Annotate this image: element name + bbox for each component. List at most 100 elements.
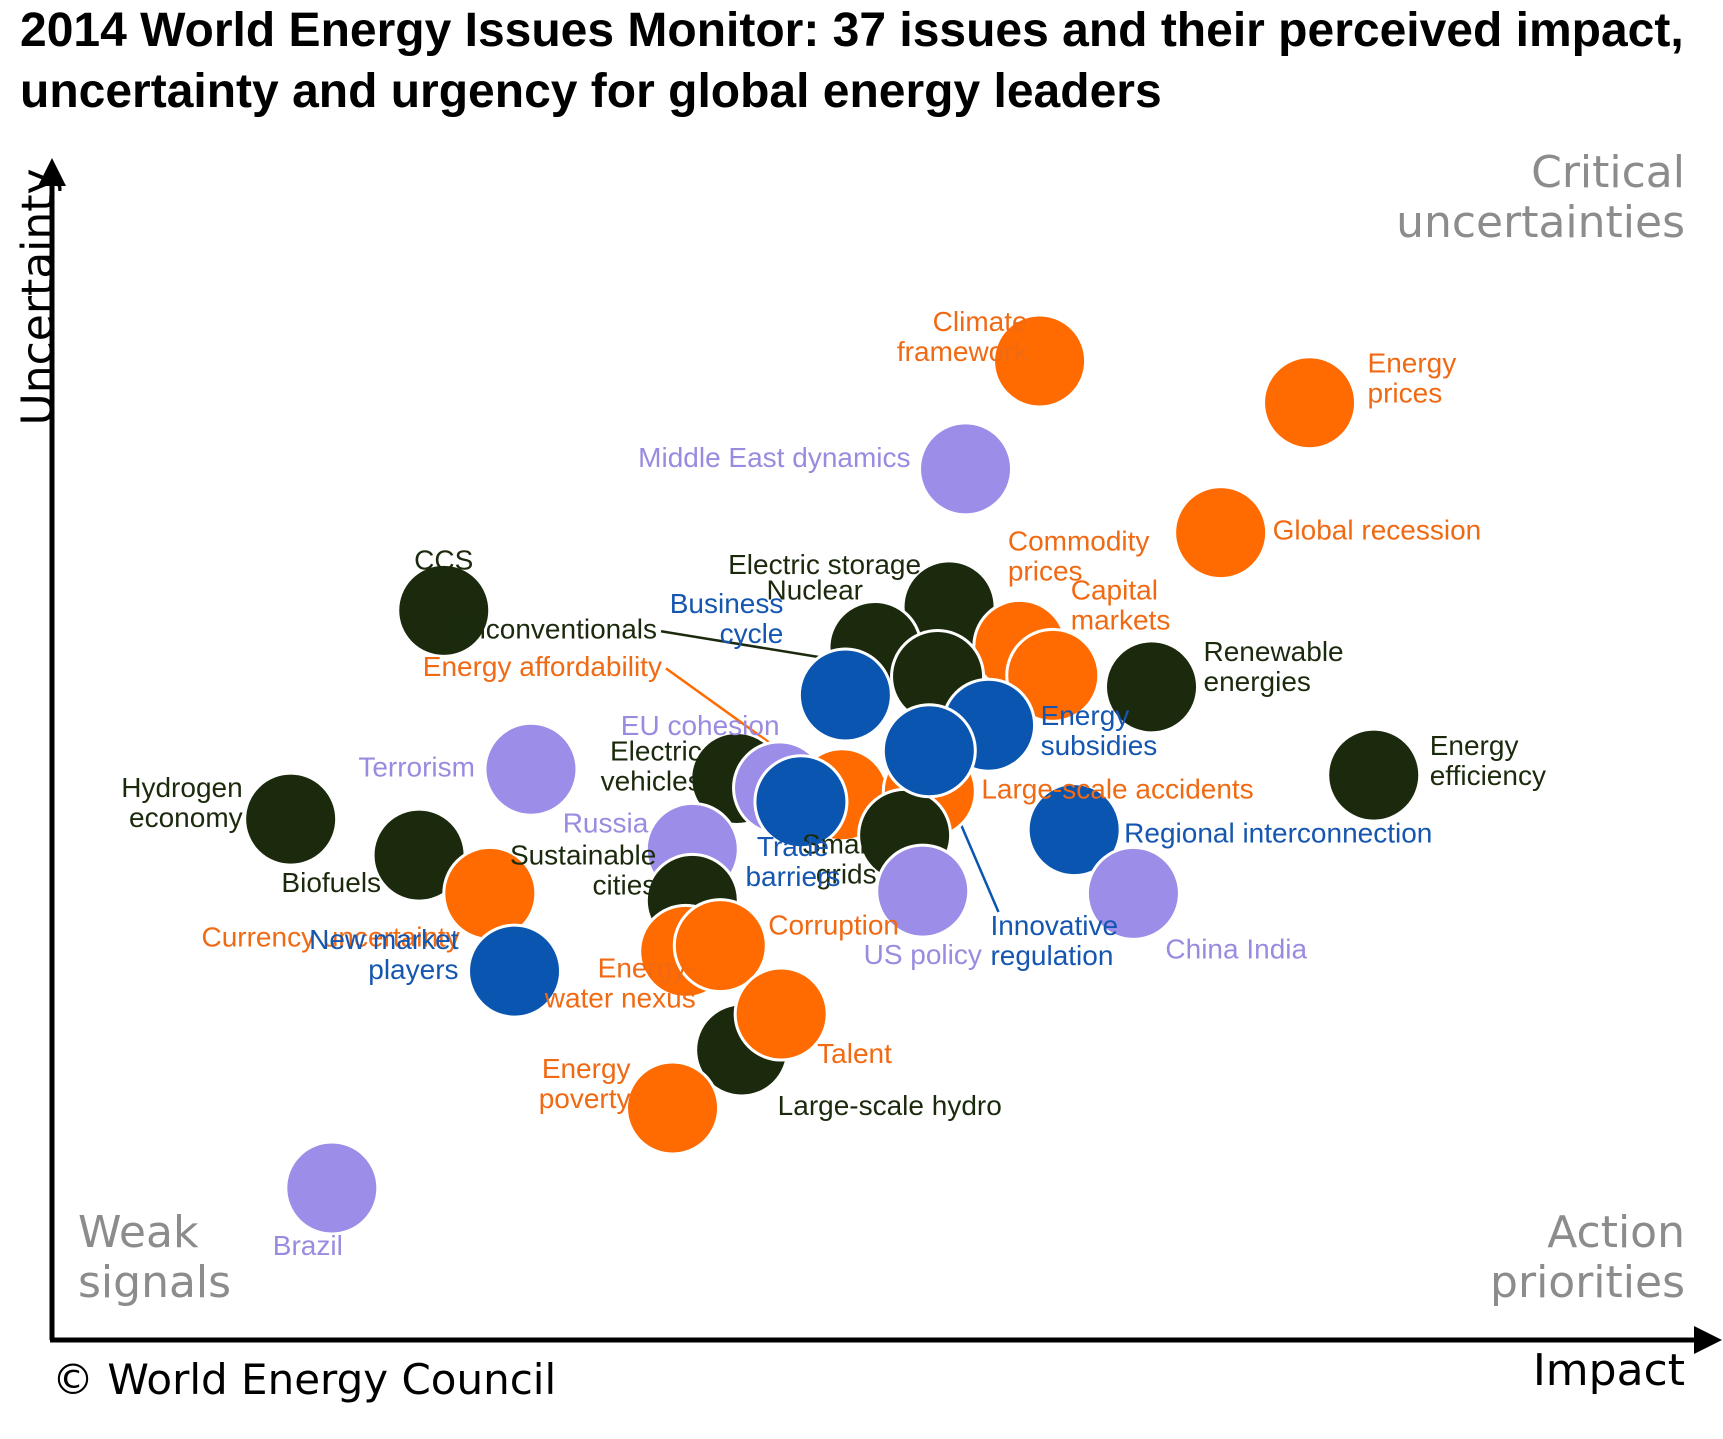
quadrant-label-line: Action bbox=[1547, 1207, 1685, 1258]
label-line: Large-scale accidents bbox=[981, 774, 1253, 805]
chart-title-rest: : 37 issues and their perceived impact, … bbox=[20, 4, 1684, 118]
label-line: Electric bbox=[610, 736, 702, 767]
label-talent: Talent bbox=[817, 1038, 892, 1069]
label-line: cycle bbox=[720, 618, 784, 649]
label-line: Energy- bbox=[598, 953, 696, 984]
bubble-climate-framework bbox=[992, 313, 1088, 409]
label-biofuels: Biofuels bbox=[281, 868, 381, 899]
label-line: Global recession bbox=[1273, 515, 1482, 546]
label-line: CCS bbox=[414, 545, 473, 576]
label-line: Commodity bbox=[1008, 526, 1150, 557]
label-line: Energy bbox=[1041, 701, 1130, 732]
label-large-scale-hydro: Large-scale hydro bbox=[778, 1090, 1002, 1121]
label-global-recession: Global recession bbox=[1273, 515, 1482, 546]
y-axis-arrowhead bbox=[38, 158, 66, 186]
label-line: Energy bbox=[542, 1053, 631, 1084]
bubble-china-india bbox=[1085, 845, 1181, 941]
label-line: Biofuels bbox=[281, 868, 381, 899]
label-line: efficiency bbox=[1430, 760, 1546, 791]
bubble-capital-markets bbox=[1005, 627, 1101, 723]
label-line: markets bbox=[1071, 605, 1171, 636]
quadrant-label-line: Critical bbox=[1531, 147, 1685, 198]
bubble-energy-prices bbox=[1262, 355, 1358, 451]
label-electric-vehicles: Electric vehicles bbox=[601, 736, 702, 797]
label-eu-cohesion: EU cohesion bbox=[621, 710, 780, 741]
label-line: New market bbox=[309, 925, 459, 956]
label-line: Electric storage bbox=[728, 549, 921, 580]
bubble-talent bbox=[733, 966, 829, 1062]
label-line: Energy bbox=[1368, 348, 1457, 379]
label-energy-poverty: Energy poverty bbox=[539, 1053, 631, 1114]
label-smart-grids: Smart grids bbox=[802, 829, 877, 890]
callout-label-innovative-regulation: Innovative regulation bbox=[990, 910, 1118, 971]
label-trade-barriers: Trade barriers bbox=[745, 831, 840, 892]
label-line: Trade bbox=[757, 831, 829, 862]
label-line: poverty bbox=[539, 1083, 631, 1114]
bubble-energy-poverty bbox=[625, 1060, 721, 1156]
label-business-cycle: Business cycle bbox=[670, 588, 784, 649]
label-climate-framework: Climate framework bbox=[897, 306, 1029, 367]
bubble-new-market-players bbox=[467, 923, 563, 1019]
label-us-policy: US policy bbox=[864, 939, 982, 970]
label-line: framework bbox=[897, 336, 1029, 367]
label-line: Renewable bbox=[1204, 636, 1344, 667]
label-line: regulation bbox=[990, 940, 1113, 971]
quadrant-critical-uncertainties: Critical uncertainties bbox=[1350, 148, 1685, 248]
label-line: Talent bbox=[817, 1038, 892, 1069]
label-energy-prices: Energy prices bbox=[1368, 348, 1457, 409]
label-line: prices bbox=[1368, 378, 1443, 409]
label-line: Terrorism bbox=[358, 752, 475, 783]
label-line: Russia bbox=[563, 808, 649, 839]
quadrant-label-line: signals bbox=[78, 1257, 232, 1308]
label-line: players bbox=[368, 955, 458, 986]
label-china-india: China India bbox=[1165, 934, 1307, 965]
bubble-business-cycle bbox=[797, 647, 893, 743]
label-sustainable-cities: Sustainable cities bbox=[510, 840, 656, 901]
label-line: Regional interconnection bbox=[1124, 818, 1432, 849]
bubble-ccs bbox=[396, 562, 492, 658]
label-electric-storage: Electric storage bbox=[728, 549, 921, 580]
label-line: Business bbox=[670, 588, 784, 619]
quadrant-label-line: uncertainties bbox=[1396, 197, 1685, 248]
label-new-market-players: New market players bbox=[309, 925, 459, 986]
label-line: barriers bbox=[745, 861, 840, 892]
label-line: Climate bbox=[933, 306, 1028, 337]
chart-title-bold: 2014 World Energy Issues Monitor bbox=[20, 4, 804, 57]
label-line: Capital bbox=[1071, 575, 1158, 606]
label-line: grids bbox=[816, 859, 877, 890]
label-line: cities bbox=[592, 870, 656, 901]
label-line: Nuclear bbox=[767, 575, 863, 606]
callout-label-energy-affordability: Energy affordability bbox=[423, 651, 662, 682]
quadrant-label-line: priorities bbox=[1490, 1257, 1685, 1308]
bubble-renewable-energies bbox=[1104, 639, 1200, 735]
label-line: Brazil bbox=[273, 1230, 343, 1261]
label-line: Smart bbox=[802, 829, 877, 860]
bubble-energy-efficiency bbox=[1326, 727, 1422, 823]
label-line: energies bbox=[1204, 666, 1311, 697]
copyright-notice: © World Energy Council bbox=[52, 1355, 557, 1404]
quadrant-label-line: Weak bbox=[78, 1207, 199, 1258]
label-corruption: Corruption bbox=[768, 910, 899, 941]
label-regional-interconnection: Regional interconnection bbox=[1124, 818, 1432, 849]
label-terrorism: Terrorism bbox=[358, 752, 475, 783]
label-energy-water-nexus: Energy-water nexus bbox=[544, 953, 696, 1014]
label-hydrogen-economy: Hydrogen economy bbox=[121, 773, 242, 834]
label-line: Hydrogen bbox=[121, 773, 242, 804]
chart-title: 2014 World Energy Issues Monitor: 37 iss… bbox=[20, 0, 1710, 122]
label-commodity-prices: Commodity prices bbox=[1008, 526, 1150, 587]
label-line: Large-scale hydro bbox=[778, 1090, 1002, 1121]
callout-label-unconventionals: Unconventionals bbox=[450, 614, 657, 645]
bubble-middle-east-dynamics bbox=[918, 421, 1014, 517]
label-capital-markets: Capital markets bbox=[1071, 575, 1171, 636]
label-line: US policy bbox=[864, 939, 982, 970]
label-nuclear: Nuclear bbox=[767, 575, 863, 606]
label-middle-east-dynamics: Middle East dynamics bbox=[638, 442, 910, 473]
label-renewable-energies: Renewable energies bbox=[1204, 636, 1344, 697]
label-line: Sustainable bbox=[510, 840, 656, 871]
bubble-brazil bbox=[284, 1140, 380, 1236]
label-line: economy bbox=[129, 803, 243, 834]
quadrant-action-priorities: Action priorities bbox=[1350, 1208, 1685, 1308]
x-axis-arrowhead bbox=[1694, 1326, 1722, 1354]
